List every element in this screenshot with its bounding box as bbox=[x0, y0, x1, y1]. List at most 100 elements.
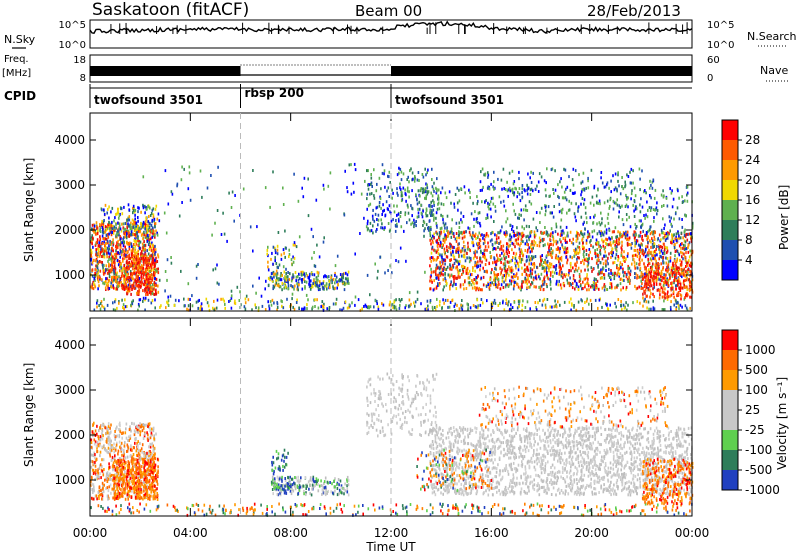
cell bbox=[596, 239, 598, 242]
cell bbox=[397, 194, 399, 197]
cell bbox=[312, 273, 314, 276]
cell bbox=[440, 227, 442, 230]
cell bbox=[370, 183, 372, 186]
cell bbox=[96, 221, 98, 224]
cell bbox=[570, 269, 572, 272]
cell bbox=[645, 245, 647, 248]
cell bbox=[527, 300, 529, 303]
cell bbox=[289, 278, 291, 281]
cell bbox=[152, 226, 154, 229]
cell bbox=[370, 305, 372, 308]
cell bbox=[669, 187, 671, 190]
cell bbox=[493, 203, 495, 206]
cell bbox=[614, 272, 616, 275]
cell bbox=[150, 269, 152, 272]
cell bbox=[557, 257, 559, 260]
cell bbox=[609, 286, 611, 289]
cell bbox=[333, 278, 335, 281]
cell bbox=[154, 265, 156, 268]
cell bbox=[137, 255, 139, 258]
cell bbox=[609, 198, 611, 201]
cell bbox=[521, 285, 523, 288]
cell bbox=[539, 299, 541, 302]
cell bbox=[550, 288, 552, 291]
cell bbox=[446, 245, 448, 248]
cell bbox=[90, 258, 92, 261]
cell bbox=[593, 221, 595, 224]
cell bbox=[460, 212, 462, 215]
cell bbox=[154, 234, 156, 237]
cell bbox=[373, 194, 375, 197]
cell bbox=[141, 252, 143, 255]
cell bbox=[578, 173, 580, 176]
cell bbox=[108, 233, 110, 236]
cell bbox=[128, 203, 130, 206]
cell bbox=[576, 261, 578, 264]
cell bbox=[565, 196, 567, 199]
cell bbox=[648, 301, 650, 304]
cell bbox=[611, 286, 613, 289]
cell bbox=[612, 251, 614, 254]
cell bbox=[452, 250, 454, 253]
cell bbox=[490, 240, 492, 243]
cell bbox=[572, 266, 574, 269]
cell bbox=[497, 241, 499, 244]
cell bbox=[510, 282, 512, 285]
cell bbox=[337, 283, 339, 286]
cell bbox=[380, 218, 382, 221]
cell bbox=[597, 241, 599, 244]
cell bbox=[469, 196, 471, 199]
cell bbox=[592, 230, 594, 233]
cell bbox=[419, 201, 421, 204]
cell bbox=[95, 259, 97, 262]
cell bbox=[612, 248, 614, 251]
cell bbox=[553, 205, 555, 208]
cell bbox=[153, 288, 155, 291]
cell bbox=[572, 238, 574, 241]
cell bbox=[550, 305, 552, 308]
cell bbox=[442, 215, 444, 218]
cell bbox=[449, 306, 451, 309]
cell bbox=[412, 178, 414, 181]
cell bbox=[528, 238, 530, 241]
cell bbox=[504, 253, 506, 256]
cell bbox=[512, 170, 514, 173]
cell bbox=[100, 308, 102, 311]
cell bbox=[508, 265, 510, 268]
cell bbox=[579, 242, 581, 245]
cell bbox=[438, 242, 440, 245]
cell bbox=[529, 307, 531, 310]
cell bbox=[336, 298, 338, 301]
cell bbox=[539, 244, 541, 247]
cell bbox=[488, 207, 490, 210]
cell bbox=[138, 227, 140, 230]
cell bbox=[555, 223, 557, 226]
cell bbox=[450, 259, 452, 262]
cell bbox=[95, 248, 97, 251]
cell bbox=[676, 239, 678, 242]
cell bbox=[546, 254, 548, 257]
cell bbox=[410, 204, 412, 207]
cell bbox=[459, 221, 461, 224]
cell bbox=[627, 280, 629, 283]
cell bbox=[399, 304, 401, 307]
cell bbox=[655, 248, 657, 251]
cell bbox=[670, 256, 672, 259]
cell bbox=[376, 183, 378, 186]
cell bbox=[644, 285, 646, 288]
cell bbox=[472, 281, 474, 284]
cell bbox=[137, 220, 139, 223]
cell bbox=[146, 249, 148, 252]
cell bbox=[322, 300, 324, 303]
cell bbox=[629, 279, 631, 282]
cell bbox=[667, 250, 669, 253]
cell bbox=[620, 266, 622, 269]
cell bbox=[638, 252, 640, 255]
cell bbox=[624, 271, 626, 274]
cell bbox=[493, 279, 495, 282]
cell bbox=[674, 259, 676, 262]
cell bbox=[676, 258, 678, 261]
cell bbox=[137, 258, 139, 261]
cell bbox=[527, 193, 529, 196]
cell bbox=[452, 275, 454, 278]
